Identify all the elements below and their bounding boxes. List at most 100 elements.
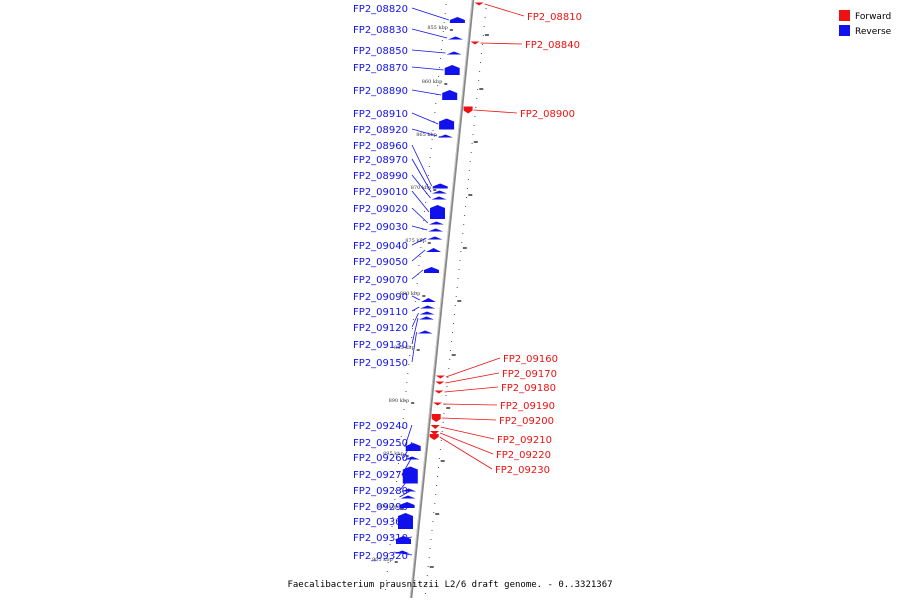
gene-reverse-glyph[interactable] — [424, 267, 439, 273]
gene-label-forward[interactable]: FP2_08810 — [527, 12, 582, 23]
gene-label-forward[interactable]: FP2_09200 — [499, 416, 554, 427]
gene-label-reverse[interactable]: FP2_08920 — [353, 125, 408, 136]
gene-label-reverse[interactable]: FP2_09010 — [353, 187, 408, 198]
gene-label-forward[interactable]: FP2_08840 — [525, 40, 580, 51]
gene-label-forward[interactable]: FP2_09220 — [496, 450, 551, 461]
gene-labels[interactable]: FP2_08820 FP2_08830 FP2_08850 FP2_08870 FP2_… — [353, 4, 582, 562]
gene-label-forward[interactable]: FP2_09230 — [495, 465, 550, 476]
gene-forward-glyph[interactable] — [429, 434, 439, 440]
gene-reverse-glyph[interactable] — [428, 221, 444, 225]
gene-label-reverse[interactable]: FP2_09320 — [353, 551, 408, 562]
gene-reverse-glyph[interactable] — [404, 456, 420, 460]
kbp-tick-label: 870 kbp — [411, 185, 432, 191]
gene-label-reverse[interactable]: FP2_09310 — [353, 533, 408, 544]
gene-forward-glyph[interactable] — [470, 41, 480, 45]
gene-label-reverse[interactable]: FP2_09290 — [353, 502, 408, 513]
forward-track-dot — [437, 476, 439, 477]
gene-reverse-glyph[interactable] — [398, 513, 413, 529]
gene-reverse-glyph[interactable] — [417, 330, 433, 334]
forward-track-dot — [434, 503, 436, 504]
gene-reverse-glyph[interactable] — [449, 17, 465, 23]
gene-reverse-glyph[interactable] — [428, 228, 444, 232]
gene-label-reverse[interactable]: FP2_08910 — [353, 109, 408, 120]
gene-label-reverse[interactable]: FP2_09030 — [353, 222, 408, 233]
gene-label-forward[interactable]: FP2_08900 — [520, 109, 575, 120]
gene-label-reverse[interactable]: FP2_09110 — [353, 307, 408, 318]
gene-label-reverse[interactable]: FP2_09070 — [353, 275, 408, 286]
gene-reverse-glyph[interactable] — [432, 183, 448, 189]
gene-reverse-glyph[interactable] — [448, 36, 464, 40]
gene-connector — [411, 331, 417, 363]
gene-reverse-glyph[interactable] — [400, 495, 416, 499]
gene-reverse-glyph[interactable] — [431, 196, 447, 200]
gene-reverse-glyph[interactable] — [444, 65, 460, 75]
gene-label-reverse[interactable]: FP2_08990 — [353, 171, 408, 182]
gene-label-reverse[interactable]: FP2_08870 — [353, 63, 408, 74]
gene-reverse-glyph[interactable] — [420, 298, 436, 302]
gene-reverse-glyph[interactable] — [419, 316, 434, 320]
forward-track-dot — [474, 116, 476, 117]
gene-reverse-glyph[interactable] — [402, 466, 418, 484]
gene-label-reverse[interactable]: FP2_09240 — [353, 421, 408, 432]
reverse-track-dot — [421, 238, 423, 239]
gene-label-reverse[interactable]: FP2_08960 — [353, 141, 408, 152]
reverse-track-dot — [403, 409, 405, 410]
gene-forward-glyph[interactable] — [474, 2, 484, 6]
gene-reverse-glyph[interactable] — [405, 443, 421, 451]
reverse-track-dot — [445, 4, 447, 5]
gene-label-reverse[interactable]: FP2_09050 — [353, 257, 408, 268]
gene-reverse-glyph[interactable] — [401, 488, 417, 492]
gene-label-reverse[interactable]: FP2_08820 — [353, 4, 408, 15]
gene-reverse-glyph[interactable] — [420, 305, 436, 309]
gene-label-reverse[interactable]: FP2_08890 — [353, 86, 408, 97]
gene-forward-glyph[interactable] — [434, 390, 444, 394]
gene-label-forward[interactable]: FP2_09210 — [497, 435, 552, 446]
gene-reverse-glyph[interactable] — [442, 90, 458, 100]
gene-label-reverse[interactable]: FP2_09270 — [353, 470, 408, 481]
gene-label-reverse[interactable]: FP2_09090 — [353, 292, 408, 303]
gene-reverse-glyph[interactable] — [432, 190, 448, 194]
gene-forward-glyph[interactable] — [435, 381, 445, 385]
gene-label-reverse[interactable]: FP2_09040 — [353, 241, 408, 252]
gene-label-reverse[interactable]: FP2_08850 — [353, 46, 408, 57]
gene-reverse-glyph[interactable] — [426, 248, 442, 252]
gene-label-reverse[interactable]: FP2_09260 — [353, 453, 408, 464]
gene-connector — [444, 386, 499, 393]
gene-label-forward[interactable]: FP2_09170 — [502, 369, 557, 380]
gene-reverse-glyph[interactable] — [430, 205, 445, 219]
gene-reverse-glyph[interactable] — [439, 118, 455, 130]
forward-track-dot — [471, 143, 473, 144]
gene-forward-glyph[interactable] — [430, 425, 440, 429]
gene-reverse-glyph[interactable] — [399, 502, 415, 508]
gene-label-reverse[interactable]: FP2_09300 — [353, 517, 408, 528]
gene-reverse-glyph[interactable] — [437, 134, 453, 138]
reverse-track-dot — [398, 454, 400, 455]
gene-reverse-glyph[interactable] — [446, 51, 462, 55]
gene-label-reverse[interactable]: FP2_09280 — [353, 486, 408, 497]
gene-label-forward[interactable]: FP2_09160 — [503, 354, 558, 365]
gene-label-reverse[interactable]: FP2_08830 — [353, 25, 408, 36]
gene-forward-glyph[interactable] — [430, 431, 440, 435]
gene-connector — [441, 417, 497, 421]
gene-connector — [411, 66, 444, 71]
gene-forward-glyph[interactable] — [463, 106, 473, 114]
gene-label-reverse[interactable]: FP2_09120 — [353, 323, 408, 334]
gene-forward-glyph[interactable] — [433, 402, 443, 406]
gene-label-forward[interactable]: FP2_09190 — [500, 401, 555, 412]
gene-reverse-glyph[interactable] — [394, 550, 410, 554]
reverse-track-dot — [411, 337, 413, 338]
gene-label-forward[interactable]: FP2_09180 — [501, 383, 556, 394]
gene-reverse-glyph[interactable] — [396, 536, 411, 544]
gene-forward-glyph[interactable] — [435, 375, 445, 379]
gene-forward-glyph[interactable] — [431, 414, 441, 422]
gene-label-reverse[interactable]: FP2_09250 — [353, 438, 408, 449]
gene-connector — [473, 109, 518, 114]
gene-label-reverse[interactable]: FP2_09150 — [353, 358, 408, 369]
gene-reverse-glyph[interactable] — [427, 236, 443, 240]
gene-reverse-glyph[interactable] — [419, 311, 435, 315]
reverse-track-dot — [408, 364, 410, 365]
reverse-track-dot — [438, 76, 440, 77]
gene-label-reverse[interactable]: FP2_08970 — [353, 155, 408, 166]
gene-label-reverse[interactable]: FP2_09130 — [353, 340, 408, 351]
gene-label-reverse[interactable]: FP2_09020 — [353, 204, 408, 215]
